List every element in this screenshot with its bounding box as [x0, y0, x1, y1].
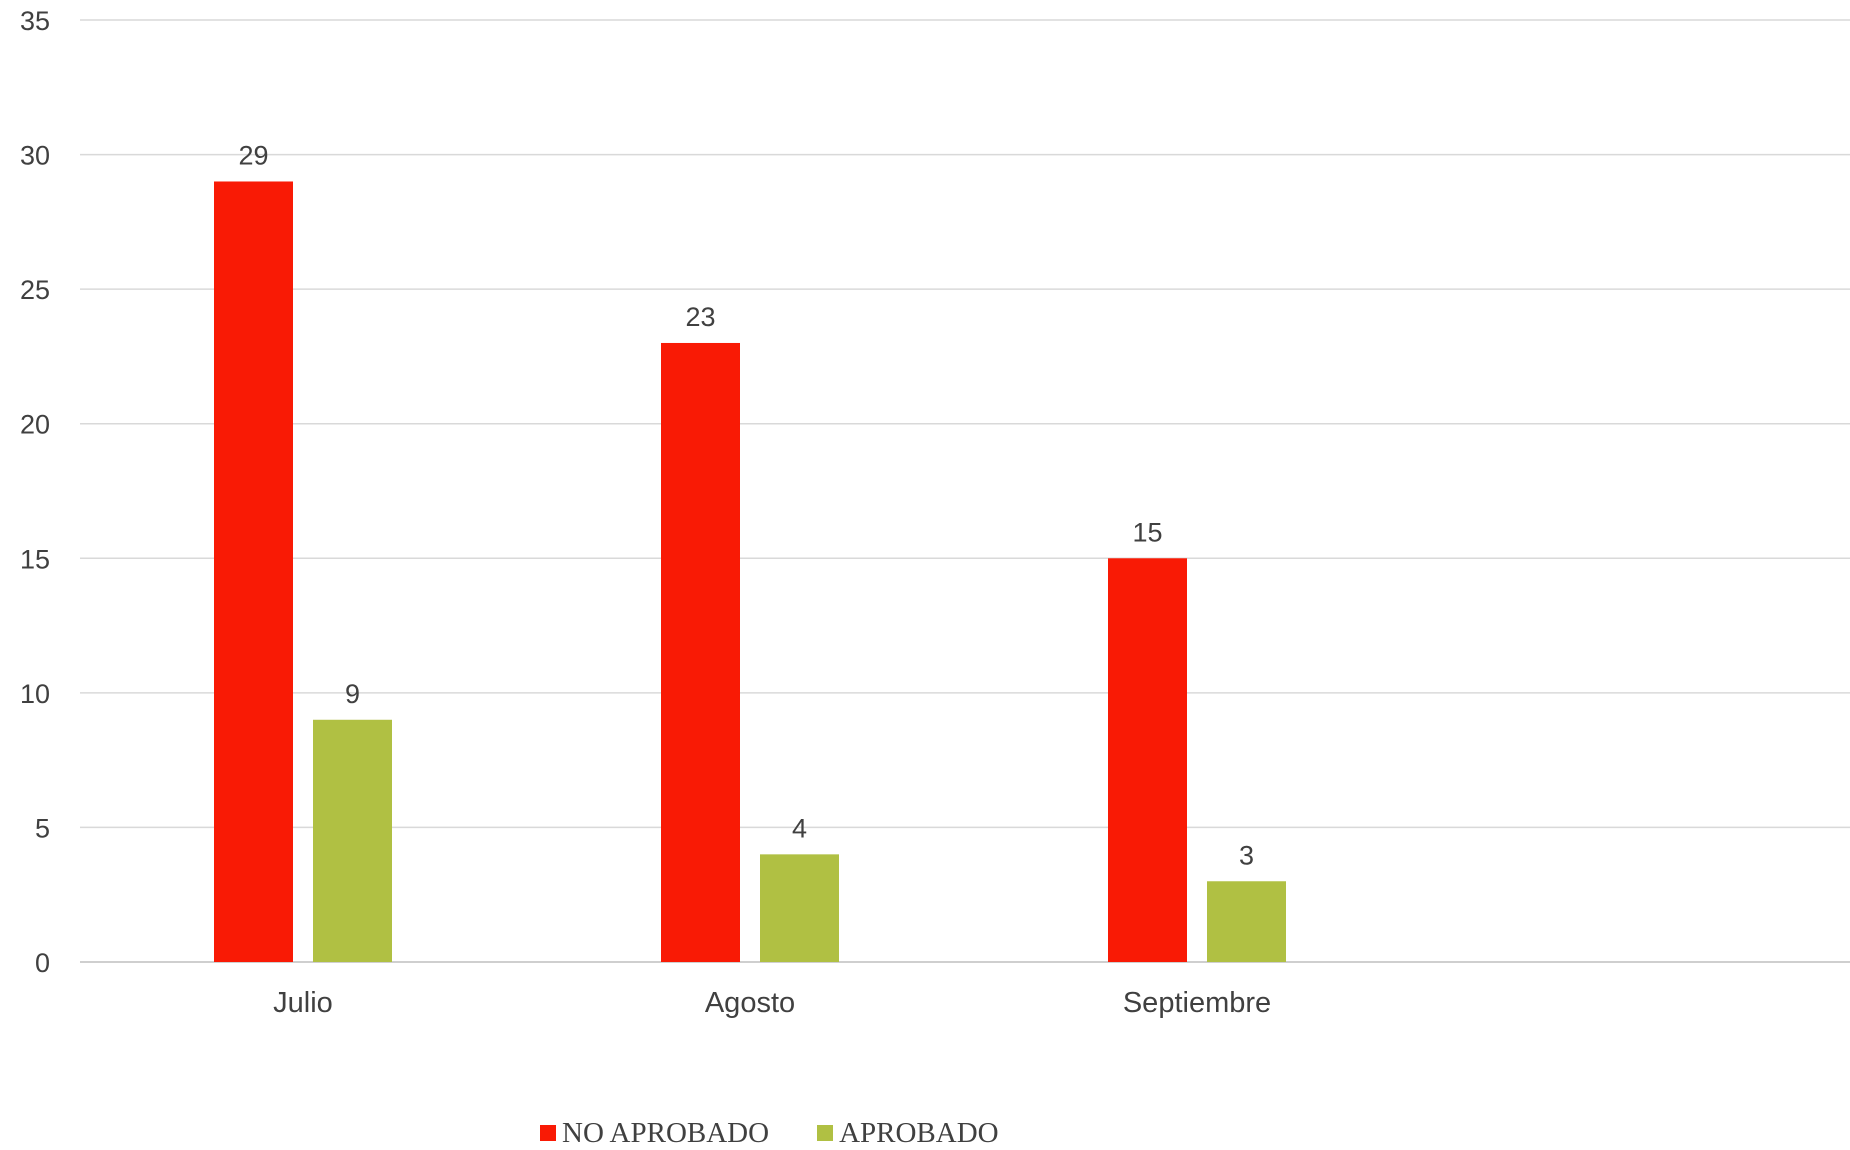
- y-tick-label: 15: [20, 544, 50, 574]
- y-tick-label: 30: [20, 141, 50, 171]
- y-tick-label: 25: [20, 275, 50, 305]
- y-tick-label: 10: [20, 679, 50, 709]
- data-label: 15: [1132, 517, 1162, 547]
- legend-swatch-aprobado: [817, 1125, 834, 1141]
- legend-label-no-aprobado: NO APROBADO: [562, 1117, 770, 1149]
- legend-item-aprobado: APROBADO: [817, 1118, 999, 1148]
- data-label: 29: [238, 140, 268, 170]
- legend-item-no-aprobado: NO APROBADO: [540, 1118, 769, 1148]
- bars: [214, 181, 1286, 962]
- data-label: 4: [792, 813, 807, 843]
- legend-swatch-no-aprobado: [540, 1125, 556, 1141]
- bar-no-aprobado-julio: [214, 181, 293, 962]
- x-axis: Julio Agosto Septiembre: [273, 987, 1271, 1019]
- bar-aprobado-agosto: [760, 854, 839, 962]
- legend-label-aprobado: APROBADO: [839, 1117, 999, 1149]
- x-tick-label: Septiembre: [1123, 987, 1271, 1019]
- y-tick-label: 0: [35, 948, 50, 978]
- bar-aprobado-julio: [313, 719, 392, 962]
- x-tick-label: Agosto: [705, 987, 795, 1019]
- x-tick-label: Julio: [273, 987, 333, 1019]
- bar-no-aprobado-septiembre: [1108, 558, 1187, 962]
- data-labels: 29 9 23 4 15 3: [238, 140, 1254, 870]
- y-tick-label: 20: [20, 410, 50, 440]
- y-tick-label: 35: [20, 6, 50, 36]
- y-axis: 0 5 10 15 20 25 30 35: [20, 6, 50, 978]
- bar-aprobado-septiembre: [1207, 881, 1286, 962]
- data-label: 9: [345, 679, 360, 709]
- data-label: 23: [685, 302, 715, 332]
- bar-no-aprobado-agosto: [661, 342, 740, 962]
- legend: NO APROBADO APROBADO: [540, 1118, 1047, 1148]
- y-tick-label: 5: [35, 813, 50, 843]
- data-label: 3: [1239, 840, 1254, 870]
